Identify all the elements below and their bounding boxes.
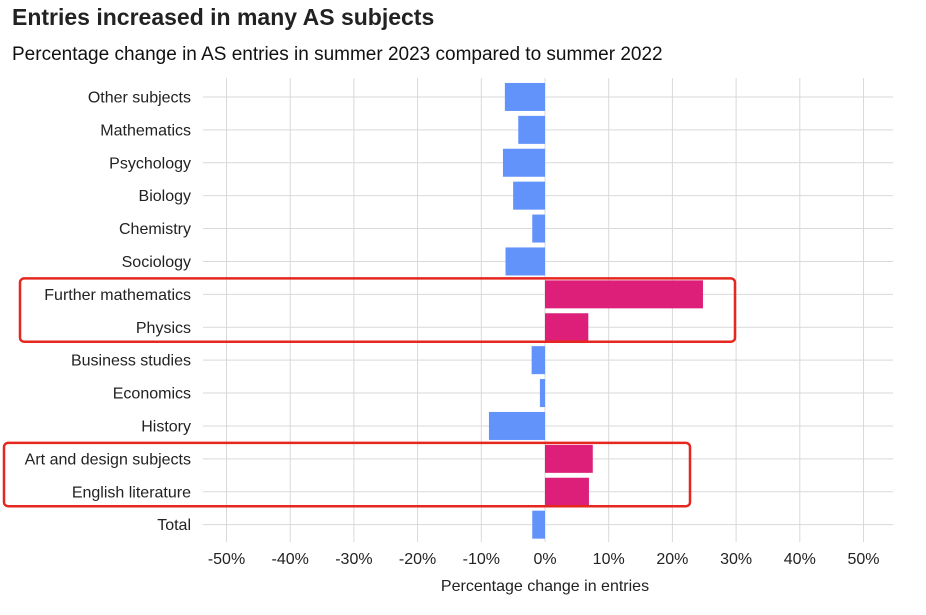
x-tick-label: -50% xyxy=(208,551,245,568)
x-tick-label: 40% xyxy=(784,551,816,568)
x-tick-labels: -50% -40% -30% -20% -10% 0% 10% 20% 30% 40% 50% xyxy=(208,551,880,568)
bar xyxy=(504,82,545,111)
category-label: English literature xyxy=(72,484,191,501)
x-tick-label: 20% xyxy=(656,551,688,568)
category-label: Chemistry xyxy=(119,221,191,238)
bar xyxy=(502,148,545,177)
bar xyxy=(488,411,545,440)
x-tick-label: 30% xyxy=(720,551,752,568)
bar xyxy=(532,214,545,243)
x-tick-label: 0% xyxy=(533,551,556,568)
chart-title: Entries increased in many AS subjects xyxy=(12,4,435,30)
category-label: Physics xyxy=(136,320,191,337)
category-label: Total xyxy=(157,517,191,534)
category-label: Mathematics xyxy=(100,122,191,139)
bar xyxy=(505,247,545,276)
category-labels: Other subjects Mathematics Psychology Biolo… xyxy=(25,89,191,534)
bar xyxy=(545,477,589,506)
x-axis-label: Percentage change in entries xyxy=(441,578,649,595)
x-tick-label: -30% xyxy=(335,551,372,568)
bar xyxy=(545,444,593,473)
category-label: Further mathematics xyxy=(44,287,191,304)
x-tick-label: -10% xyxy=(463,551,500,568)
category-label: Sociology xyxy=(122,254,191,271)
bar xyxy=(539,379,545,408)
x-tick-label: -40% xyxy=(272,551,309,568)
chart-subtitle: Percentage change in AS entries in summe… xyxy=(12,44,663,65)
category-label: Economics xyxy=(113,386,191,403)
bar xyxy=(513,181,545,210)
bar xyxy=(545,280,703,309)
bar xyxy=(518,115,545,144)
highlight-box xyxy=(2,441,692,508)
category-label: History xyxy=(141,418,191,435)
category-label: Art and design subjects xyxy=(25,451,191,468)
highlight-box xyxy=(18,277,737,343)
category-label: Psychology xyxy=(109,155,191,172)
highlight-boxes xyxy=(2,277,737,508)
category-label: Other subjects xyxy=(88,89,191,106)
bar xyxy=(545,313,589,342)
category-label: Business studies xyxy=(71,353,191,370)
bars xyxy=(488,82,703,539)
x-tick-label: 50% xyxy=(847,551,879,568)
x-tick-label: -20% xyxy=(399,551,436,568)
x-tick-label: 10% xyxy=(593,551,625,568)
bar xyxy=(531,346,545,375)
bar xyxy=(532,510,545,539)
category-label: Biology xyxy=(139,188,191,205)
